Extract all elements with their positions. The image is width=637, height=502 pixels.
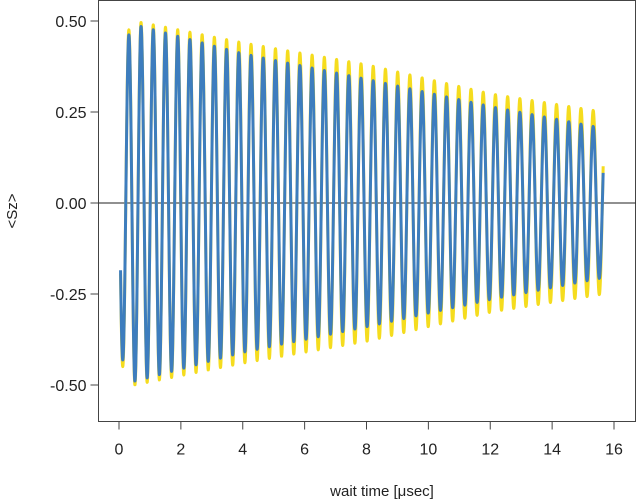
x-tick-label: 8: [362, 442, 371, 459]
y-tick-label: -0.50: [50, 378, 87, 395]
x-axis-title: wait time [μsec]: [329, 483, 434, 500]
x-tick-label: 14: [543, 442, 561, 459]
x-tick-label: 0: [115, 442, 124, 459]
series-layer: [119, 20, 605, 387]
y-axis: 0.50 0.25 0.00 -0.25 -0.50: [50, 14, 99, 395]
x-tick-label: 6: [300, 442, 309, 459]
y-tick-label: 0.50: [55, 14, 86, 31]
x-tick-label: 16: [605, 442, 623, 459]
y-tick-label: 0.00: [55, 196, 86, 213]
x-axis: 0 2 4 6 8 10 12 14 16: [115, 421, 623, 459]
y-tick-label: -0.25: [50, 287, 87, 304]
series-line-2: [119, 25, 605, 383]
x-tick-label: 2: [176, 442, 185, 459]
x-tick-label: 4: [238, 442, 247, 459]
x-tick-label: 10: [419, 442, 437, 459]
y-axis-title: <Sz>: [4, 193, 21, 228]
x-tick-label: 12: [481, 442, 499, 459]
y-tick-label: 0.25: [55, 105, 86, 122]
